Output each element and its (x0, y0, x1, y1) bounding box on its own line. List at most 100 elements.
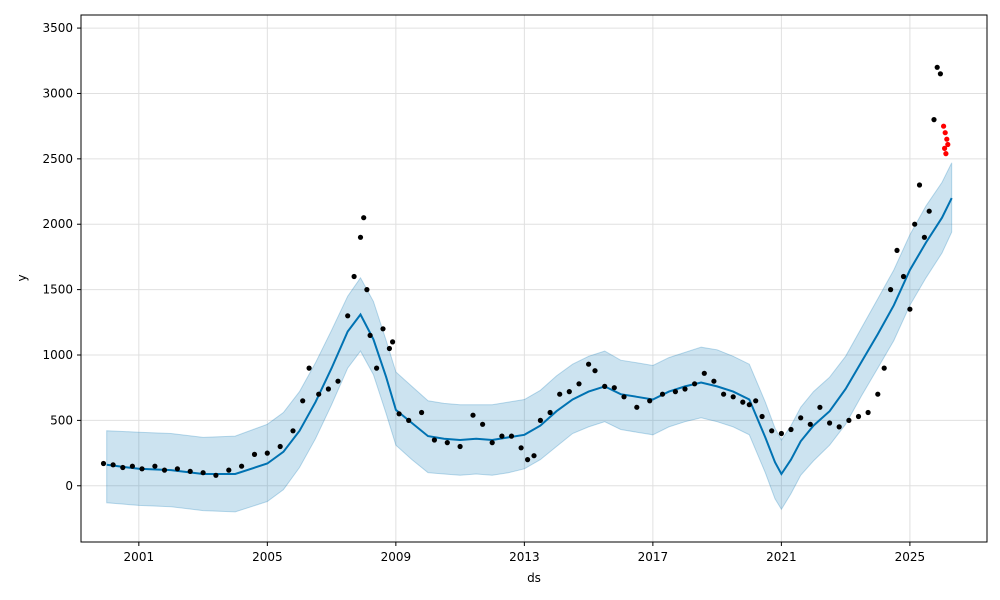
x-tick-label: 2005 (252, 550, 283, 564)
observed-point (367, 332, 373, 338)
x-tick-label: 2009 (381, 550, 412, 564)
observed-point (875, 391, 881, 397)
observed-point (682, 386, 688, 392)
observed-point (226, 467, 232, 473)
observed-point (239, 463, 245, 469)
observed-point (290, 428, 296, 434)
observed-point (855, 413, 862, 420)
observed-point (351, 273, 357, 280)
observed-point (537, 417, 544, 423)
observed-point (100, 460, 107, 467)
observed-point (508, 433, 515, 439)
observed-point (335, 378, 341, 384)
observed-point (187, 468, 193, 474)
observed-point (634, 404, 640, 410)
observed-point (557, 391, 563, 397)
observed-point (759, 413, 765, 420)
observed-point (701, 370, 707, 376)
observed-point (753, 398, 759, 404)
observed-point (316, 391, 322, 397)
observed-point (721, 391, 727, 397)
y-axis-label: y (15, 274, 29, 281)
observed-point (746, 402, 752, 408)
observed-point (798, 415, 804, 421)
highlighted-point (944, 136, 950, 142)
observed-point (881, 365, 887, 371)
x-axis-label: ds (527, 571, 541, 585)
observed-point (120, 464, 126, 471)
observed-point (937, 71, 944, 77)
observed-point (566, 389, 572, 395)
observed-point (926, 208, 932, 214)
highlighted-point (941, 123, 947, 129)
observed-point (325, 386, 331, 392)
observed-point (129, 463, 135, 469)
observed-point (602, 383, 608, 389)
observed-point (888, 287, 894, 293)
observed-point (444, 440, 450, 446)
observed-point (431, 437, 437, 443)
observed-point (931, 117, 937, 123)
y-tick-label: 1000 (42, 348, 73, 362)
observed-point (865, 409, 871, 416)
forecast-series-line (106, 197, 953, 476)
observed-point (499, 433, 505, 439)
x-tick-label: 2001 (124, 550, 155, 564)
observed-point (592, 368, 598, 374)
y-axis-ticks: 0 500 1000 1500 2000 2500 3000 3500 (42, 21, 81, 493)
observed-point (769, 428, 775, 434)
observed-point (457, 443, 463, 450)
observed-point (152, 463, 158, 469)
observed-point (525, 457, 531, 463)
observed-point (647, 398, 653, 404)
observed-point (900, 273, 907, 280)
grid-lines (81, 15, 987, 542)
observed-point (659, 391, 666, 397)
forecast-line (106, 197, 953, 476)
uncertainty-band (106, 162, 953, 513)
plot-frame (80, 14, 988, 543)
observed-point (357, 234, 364, 240)
observed-point (916, 182, 923, 188)
y-tick-label: 3000 (42, 86, 73, 100)
observed-point (518, 445, 524, 451)
observed-point (386, 345, 392, 352)
observed-point (912, 221, 918, 227)
highlighted-point (942, 145, 948, 151)
observed-point (817, 404, 823, 410)
interval-band (106, 162, 953, 513)
highlighted-point (942, 130, 948, 136)
observed-point (740, 399, 746, 405)
observed-point (480, 421, 486, 427)
observed-point (396, 411, 402, 417)
observed-point (778, 430, 785, 437)
y-tick-label: 0 (65, 479, 73, 493)
observed-point (110, 462, 116, 468)
y-tick-label: 500 (50, 413, 73, 427)
observed-point (406, 417, 412, 423)
observed-point (489, 440, 495, 446)
observed-point (470, 412, 476, 418)
observed-point (730, 394, 736, 400)
observed-point (200, 470, 206, 476)
highlighted-point (943, 151, 949, 157)
highlighted-point (945, 141, 951, 148)
observed-point (576, 381, 582, 387)
observed-point (390, 339, 396, 345)
y-tick-label: 1500 (42, 283, 73, 297)
observed-point (213, 472, 219, 478)
x-tick-label: 2017 (638, 550, 669, 564)
observed-point (547, 409, 553, 416)
x-tick-label: 2013 (509, 550, 540, 564)
observed-point (586, 361, 592, 367)
observed-point (621, 394, 627, 400)
observed-point (345, 313, 351, 319)
observed-point (419, 409, 425, 416)
y-tick-label: 2500 (42, 152, 73, 166)
observed-point (300, 398, 306, 404)
observed-point (611, 385, 617, 391)
observed-point (374, 365, 380, 371)
observed-point (836, 424, 842, 430)
